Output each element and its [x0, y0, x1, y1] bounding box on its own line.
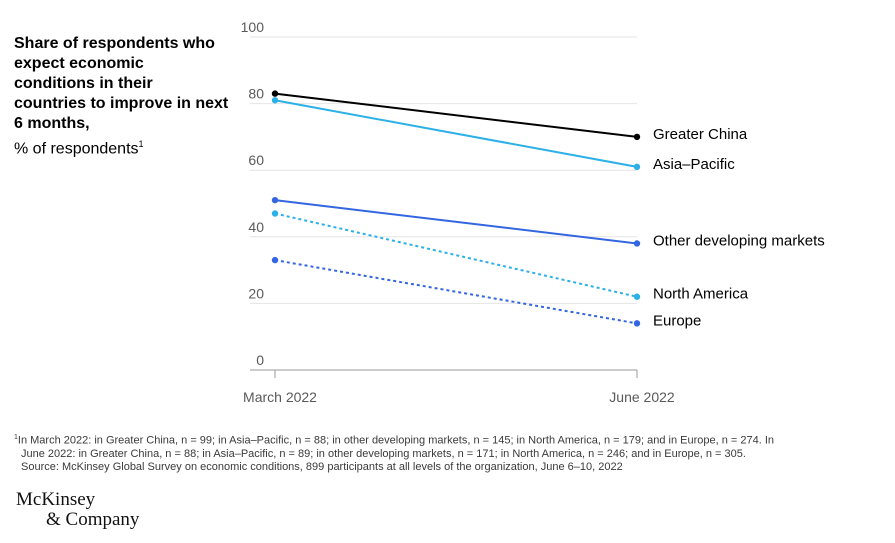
series-label: Other developing markets — [653, 232, 825, 249]
x-tick-label: March 2022 — [243, 389, 317, 405]
series-label: Europe — [653, 312, 701, 329]
series-line — [274, 259, 638, 325]
y-axis-ticks: 0 20 40 60 80 100 — [241, 19, 265, 368]
gridlines — [250, 36, 637, 371]
data-point — [633, 320, 641, 327]
unit-text: % of respondents — [14, 140, 139, 158]
series-greater-china — [271, 90, 641, 141]
series-label: Greater China — [653, 126, 748, 143]
series-line — [274, 99, 638, 168]
series-line — [274, 92, 638, 138]
series-asia-pacific — [271, 97, 641, 171]
data-point — [271, 90, 279, 97]
y-tick-label: 20 — [248, 285, 264, 301]
x-axis-ticks: March 2022 June 2022 — [243, 370, 675, 405]
series-labels: Greater China Asia–Pacific Other developin… — [653, 126, 825, 329]
chart-title-unit: % of respondents1 — [14, 134, 229, 159]
mckinsey-logo: McKinsey & Company — [16, 490, 139, 530]
series-europe — [271, 256, 641, 327]
series-label: North America — [653, 286, 749, 303]
series-line — [274, 212, 638, 298]
y-tick-label: 0 — [256, 352, 264, 368]
data-point — [271, 210, 279, 217]
chart-title-main: Share of respondents who expect economic… — [14, 35, 229, 132]
data-point — [633, 133, 641, 141]
series-north-america — [271, 210, 641, 300]
series-other-developing-markets — [271, 196, 641, 247]
data-point — [633, 293, 641, 300]
logo-line-2: & Company — [46, 509, 140, 530]
series-label: Asia–Pacific — [653, 156, 735, 173]
data-point — [633, 163, 641, 171]
y-tick-label: 40 — [248, 219, 264, 235]
data-point — [271, 196, 279, 204]
data-point — [633, 240, 641, 247]
data-point — [271, 256, 279, 264]
footnote-line-1: 1In March 2022: in Greater China, n = 99… — [14, 431, 884, 448]
series-line — [274, 199, 638, 245]
footnote-marker: 1 — [138, 139, 144, 149]
chart-title: Share of respondents who expect economic… — [14, 34, 229, 159]
line-chart: 0 20 40 60 80 100 March 2022 June 2022 Greater… — [241, 19, 825, 405]
source-note: Source: McKinsey Global Survey on econom… — [21, 460, 623, 473]
x-tick-label: June 2022 — [609, 389, 675, 405]
footnote-marker: 1 — [14, 434, 18, 441]
y-tick-label: 60 — [248, 152, 264, 168]
series-lines — [271, 90, 641, 327]
logo-line-1: McKinsey — [16, 489, 96, 510]
footnote-text-1: In March 2022: in Greater China, n = 99;… — [17, 434, 775, 447]
y-tick-label: 80 — [248, 86, 264, 102]
footnote-line-2: June 2022: in Greater China, n = 88; in … — [21, 447, 746, 460]
y-tick-label: 100 — [241, 19, 265, 35]
data-point — [271, 97, 279, 104]
footnotes: 1In March 2022: in Greater China, n = 99… — [14, 431, 884, 474]
